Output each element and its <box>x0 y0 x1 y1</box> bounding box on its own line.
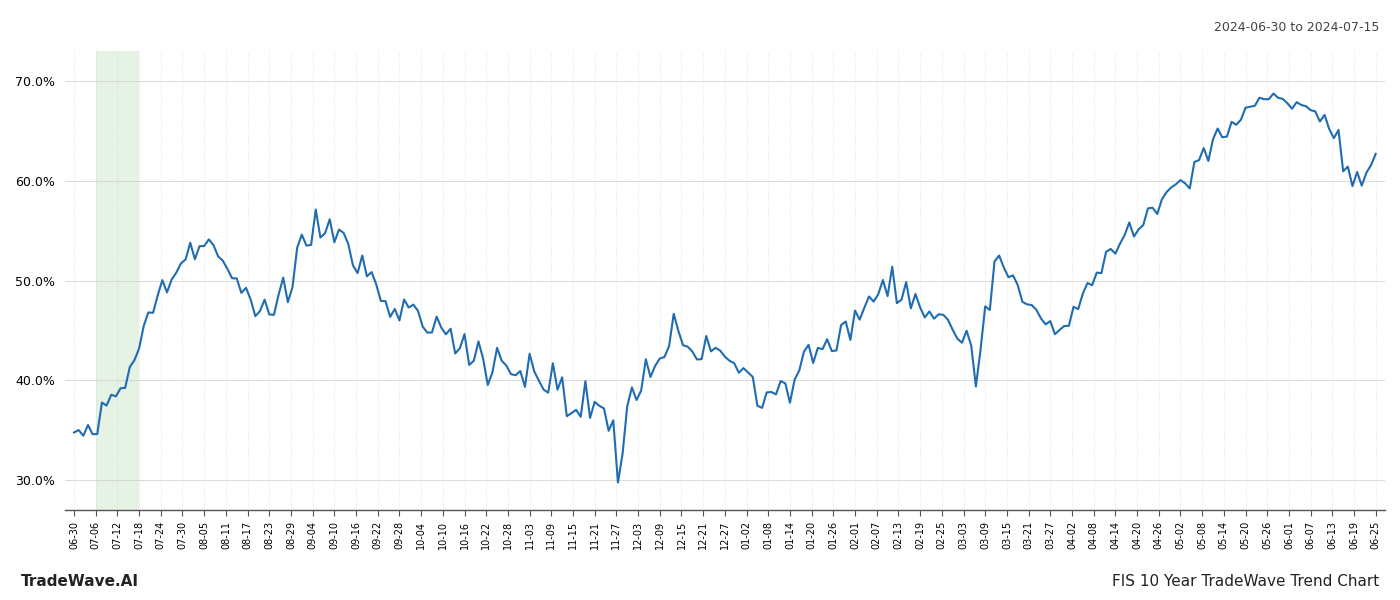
Text: 2024-06-30 to 2024-07-15: 2024-06-30 to 2024-07-15 <box>1214 21 1379 34</box>
Text: TradeWave.AI: TradeWave.AI <box>21 574 139 589</box>
Bar <box>95 51 139 510</box>
Text: FIS 10 Year TradeWave Trend Chart: FIS 10 Year TradeWave Trend Chart <box>1112 574 1379 589</box>
